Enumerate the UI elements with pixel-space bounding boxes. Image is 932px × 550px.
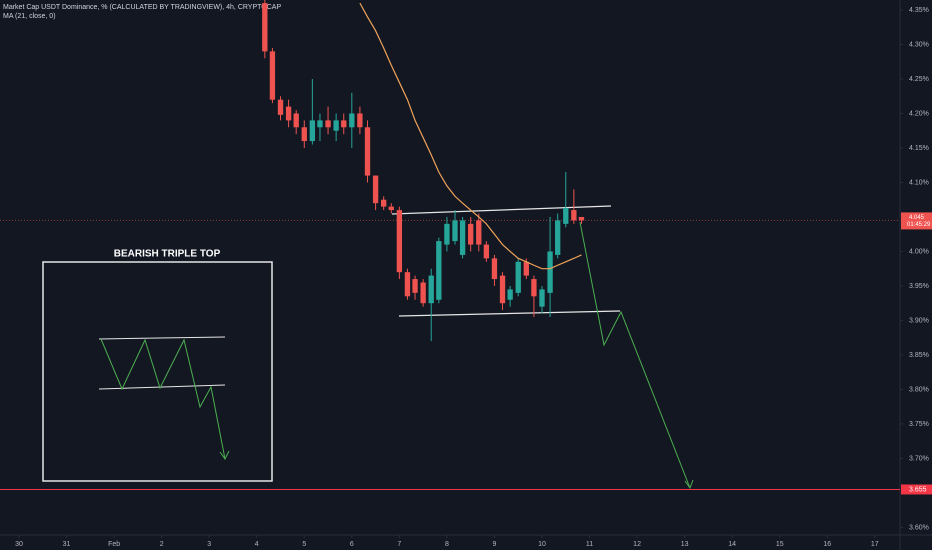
y-tick-label: 3.70% bbox=[909, 455, 929, 462]
x-tick-label: 5 bbox=[302, 541, 306, 548]
y-tick-label: 4.35% bbox=[909, 7, 929, 14]
candle-body bbox=[364, 127, 371, 176]
x-tick-label: 12 bbox=[633, 541, 641, 548]
y-tick-label: 3.95% bbox=[909, 283, 929, 290]
y-tick-label: 3.85% bbox=[909, 352, 929, 359]
candle-body bbox=[531, 279, 537, 297]
candle-body bbox=[515, 261, 521, 293]
candle-body bbox=[420, 282, 426, 304]
candle-body bbox=[476, 220, 482, 245]
candle-body bbox=[388, 206, 394, 211]
candle-body bbox=[381, 199, 387, 207]
y-tick-label: 3.90% bbox=[909, 317, 929, 324]
candle-body bbox=[357, 113, 363, 128]
x-tick-label: 11 bbox=[586, 541, 593, 548]
candle-body bbox=[341, 120, 347, 128]
candle-body bbox=[325, 120, 331, 128]
candle-body bbox=[436, 241, 442, 300]
x-tick-label: 7 bbox=[397, 541, 401, 548]
level-label: 3.655 bbox=[909, 486, 927, 493]
x-tick-label: 3 bbox=[207, 541, 211, 548]
candle-body bbox=[396, 210, 403, 273]
x-tick-label: 4 bbox=[255, 541, 259, 548]
candle-body bbox=[491, 258, 498, 280]
plot bbox=[0, 0, 900, 490]
x-tick-label: 16 bbox=[823, 541, 831, 548]
candle-body bbox=[333, 120, 339, 131]
candle-body bbox=[285, 106, 292, 121]
candle-body bbox=[507, 289, 513, 300]
x-tick-label: 14 bbox=[728, 541, 736, 548]
candle-body bbox=[301, 127, 307, 142]
inset-title: BEARISH TRIPLE TOP bbox=[114, 249, 221, 260]
price-label-bg bbox=[901, 212, 932, 230]
level-label-bg bbox=[901, 484, 932, 495]
x-tick-label: 8 bbox=[445, 541, 449, 548]
x-tick-label: 6 bbox=[350, 541, 354, 548]
candle-body bbox=[571, 210, 577, 221]
candle-body bbox=[412, 279, 418, 293]
candle-body bbox=[547, 251, 553, 293]
candle-body bbox=[444, 223, 450, 245]
inset-top-line bbox=[98, 336, 226, 340]
x-tick-label: 30 bbox=[15, 541, 23, 548]
ma-line bbox=[359, 2, 582, 270]
price-label: 4.045 bbox=[909, 215, 925, 221]
candle-body bbox=[317, 120, 323, 128]
x-tick-label: 17 bbox=[871, 541, 879, 548]
candle-body bbox=[563, 207, 569, 224]
candle-body bbox=[404, 272, 411, 297]
candle-body bbox=[269, 51, 276, 100]
candle-body bbox=[523, 261, 529, 276]
support-line bbox=[398, 310, 621, 317]
candle-body bbox=[555, 220, 561, 255]
x-tick-label: 10 bbox=[538, 541, 546, 548]
inset-box bbox=[42, 261, 273, 482]
candle-body bbox=[452, 220, 458, 242]
candle-body bbox=[349, 113, 355, 128]
x-tick-label: 15 bbox=[776, 541, 784, 548]
candle-body bbox=[499, 275, 506, 304]
chart-title: Market Cap USDT Dominance, % (CALCULATED… bbox=[3, 4, 281, 11]
candle-body bbox=[459, 220, 466, 255]
candle-body bbox=[372, 175, 379, 204]
x-tick-label: 9 bbox=[493, 541, 497, 548]
x-tick-label: 2 bbox=[160, 541, 164, 548]
inset-bottom-line bbox=[98, 384, 226, 390]
candle-body bbox=[483, 244, 490, 259]
projection-path bbox=[579, 221, 691, 489]
y-tick-label: 4.15% bbox=[909, 145, 929, 152]
candle-body bbox=[578, 216, 585, 221]
inset-pattern bbox=[100, 338, 226, 460]
y-tick-label: 4.30% bbox=[909, 41, 929, 48]
countdown-label: 01:45:29 bbox=[907, 222, 931, 228]
candle-body bbox=[293, 113, 299, 128]
resistance-line bbox=[391, 205, 612, 215]
candle-body bbox=[262, 3, 268, 52]
candle-body bbox=[309, 120, 316, 142]
candle-body bbox=[539, 289, 545, 307]
y-tick-label: 4.20% bbox=[909, 110, 929, 117]
inset-arrow-head bbox=[219, 450, 230, 460]
y-tick-label: 3.60% bbox=[909, 524, 929, 531]
y-tick-label: 3.75% bbox=[909, 421, 929, 428]
x-tick-label: 31 bbox=[63, 541, 71, 548]
y-tick-label: 4.10% bbox=[909, 179, 929, 186]
x-tick-label: Feb bbox=[108, 541, 120, 548]
indicator-label: MA (21, close, 0) bbox=[3, 13, 56, 20]
candle-body bbox=[277, 99, 284, 115]
arrow-head bbox=[684, 479, 694, 490]
x-tick-label: 13 bbox=[681, 541, 689, 548]
y-tick-label: 4.25% bbox=[909, 76, 929, 83]
y-tick-label: 3.80% bbox=[909, 386, 929, 393]
y-tick-label: 4.00% bbox=[909, 248, 929, 255]
candle-body bbox=[428, 275, 434, 304]
candle-body bbox=[468, 223, 474, 245]
